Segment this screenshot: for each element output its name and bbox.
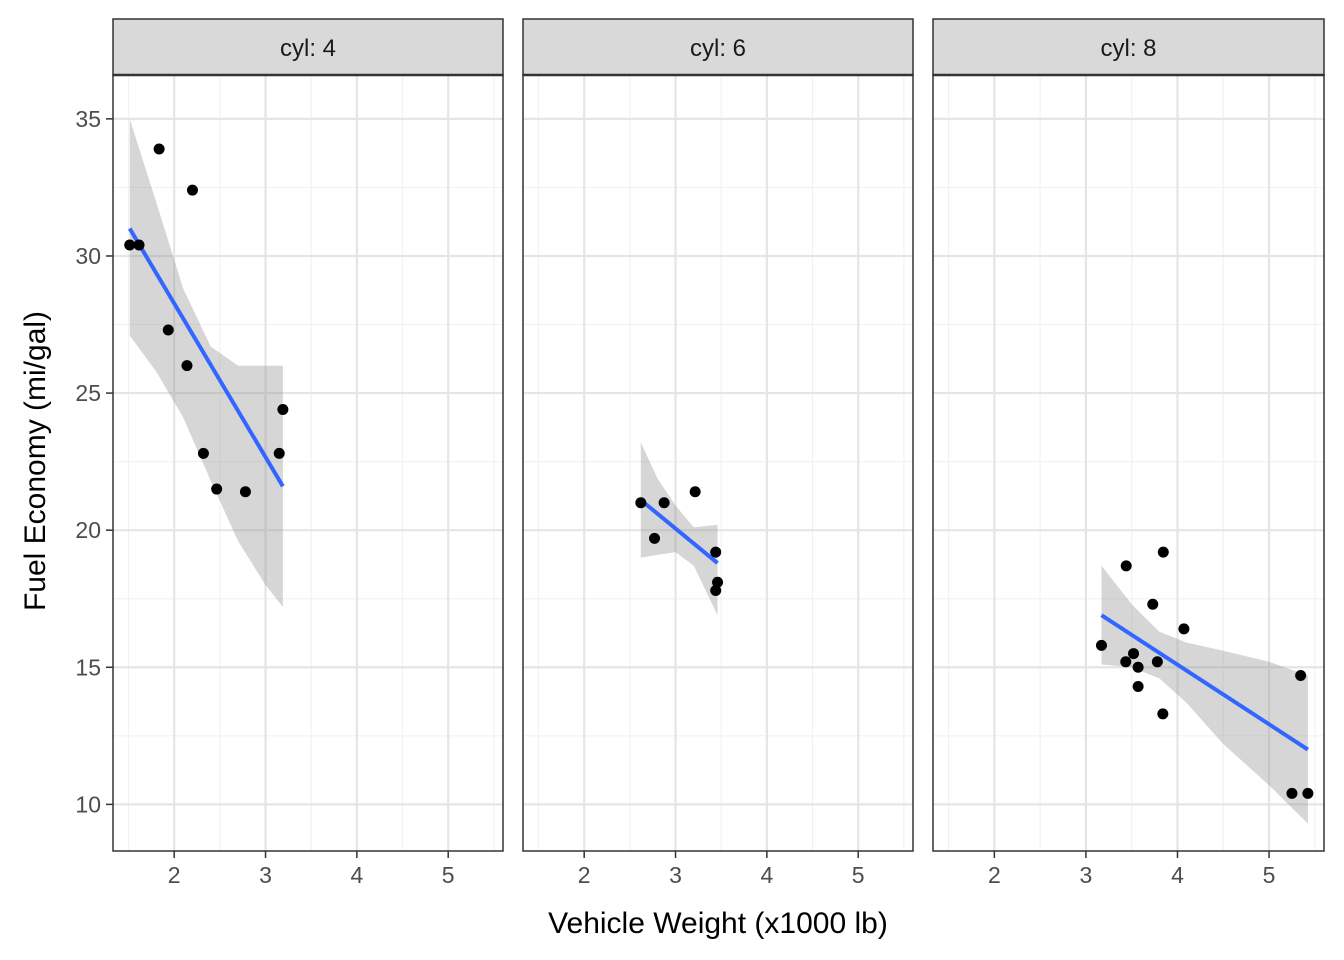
data-point	[710, 546, 722, 558]
facet-panel: cyl: 8 2 3 4 5	[932, 18, 1325, 888]
data-point	[211, 483, 223, 495]
data-point	[197, 447, 209, 459]
regression-line	[127, 227, 285, 488]
data-point	[1132, 680, 1144, 692]
data-point	[124, 239, 136, 251]
data-point	[1302, 787, 1314, 799]
x-tick-label: 4	[350, 862, 363, 888]
facet-strip-label: cyl: 4	[280, 35, 336, 62]
facet-strip	[112, 18, 504, 76]
data-point	[153, 143, 165, 155]
x-tick-label: 2	[988, 862, 1001, 888]
data-point	[162, 324, 174, 336]
x-axis-title: Vehicle Weight (x1000 lb)	[548, 907, 888, 940]
data-point	[1151, 656, 1163, 668]
data-point	[1295, 670, 1307, 682]
data-point	[1147, 598, 1159, 610]
data-point	[1157, 546, 1169, 558]
x-tick-label: 5	[852, 862, 865, 888]
data-point	[635, 497, 647, 509]
panel-background	[113, 75, 503, 851]
facet-panel: cyl: 6 2 3 4 5	[522, 18, 914, 888]
facet-panel: cyl: 4 2 3 4 5 10 15 20 25 30 35	[75, 18, 504, 888]
x-tick-label: 3	[259, 862, 272, 888]
data-point	[689, 486, 701, 498]
confidence-ribbon	[1101, 565, 1308, 824]
data-point	[1095, 639, 1107, 651]
data-point	[181, 360, 193, 372]
regression-line	[639, 498, 719, 565]
data-point	[273, 447, 285, 459]
data-point	[133, 239, 145, 251]
data-point	[1120, 560, 1132, 572]
y-tick-label: 15	[75, 654, 101, 680]
x-tick-label: 5	[1263, 862, 1276, 888]
data-point	[658, 497, 670, 509]
y-axis-title: Fuel Economy (mi/gal)	[19, 311, 52, 611]
x-tick-label: 3	[1080, 862, 1093, 888]
data-point	[186, 184, 198, 196]
data-point	[1157, 708, 1169, 720]
data-point	[710, 585, 722, 597]
y-tick-label: 20	[75, 517, 101, 543]
data-point	[1128, 648, 1140, 660]
y-tick-label: 35	[75, 106, 101, 132]
data-point	[239, 486, 251, 498]
x-tick-label: 2	[578, 862, 591, 888]
data-point	[1132, 661, 1144, 673]
facet-strip-label: cyl: 8	[1100, 35, 1156, 62]
data-point	[649, 532, 661, 544]
data-point	[712, 576, 724, 588]
data-point	[277, 404, 289, 416]
facet-strip	[522, 18, 914, 76]
facet-strip	[932, 18, 1325, 76]
x-tick-label: 2	[168, 862, 181, 888]
x-tick-label: 4	[760, 862, 773, 888]
x-tick-label: 5	[442, 862, 455, 888]
data-point	[1178, 623, 1190, 635]
y-tick-label: 10	[75, 791, 101, 817]
confidence-ribbon	[129, 118, 283, 608]
panel-background	[523, 75, 913, 851]
regression-line	[1100, 613, 1309, 752]
x-tick-label: 3	[669, 862, 682, 888]
panel-background	[933, 75, 1324, 851]
data-point	[1286, 787, 1298, 799]
data-point	[1120, 656, 1132, 668]
x-tick-label: 4	[1171, 862, 1184, 888]
y-tick-label: 30	[75, 243, 101, 269]
confidence-ribbon	[640, 442, 718, 616]
y-tick-label: 25	[75, 380, 101, 406]
facet-strip-label: cyl: 6	[690, 35, 746, 62]
